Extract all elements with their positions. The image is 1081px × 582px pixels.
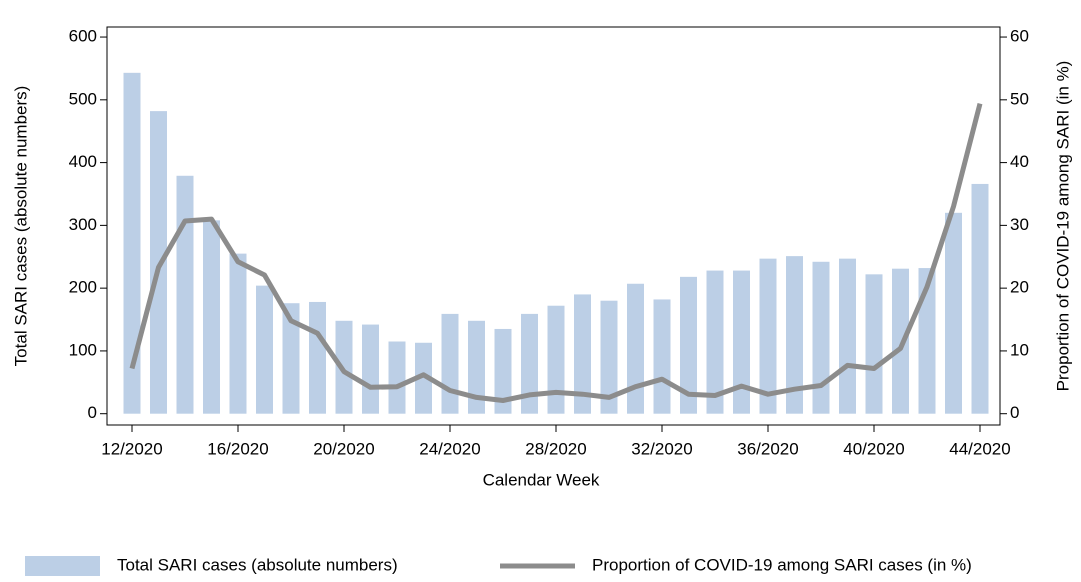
- bar: [494, 328, 512, 414]
- bar: [574, 294, 591, 414]
- x-tick-label: 12/2020: [101, 439, 162, 458]
- bar: [123, 72, 141, 414]
- x-tick-label: 40/2020: [843, 439, 904, 458]
- bar: [176, 175, 194, 414]
- bar: [282, 303, 300, 414]
- y-tick-label: 0: [88, 403, 97, 422]
- x-tick-label: 24/2020: [419, 439, 480, 458]
- bar: [786, 256, 803, 414]
- y2-tick-label: 10: [1010, 340, 1029, 359]
- y-tick-label: 600: [69, 27, 97, 46]
- bar: [812, 261, 830, 414]
- y2-axis-title: Proportion of COVID-19 among SARI (in %): [1053, 61, 1072, 392]
- y-tick-label: 500: [69, 89, 97, 108]
- bar: [256, 285, 273, 414]
- bar: [229, 253, 247, 414]
- bar: [415, 342, 432, 414]
- bar: [733, 270, 750, 414]
- plot-frame: [106, 26, 1001, 426]
- bar: [945, 212, 962, 414]
- x-tick-label: 16/2020: [207, 439, 268, 458]
- y2-tick-label: 40: [1010, 152, 1029, 171]
- x-tick-label: 28/2020: [525, 439, 586, 458]
- y2-tick-label: 30: [1010, 215, 1029, 234]
- bar: [441, 313, 459, 414]
- bar: [547, 305, 565, 414]
- y-tick-label: 300: [69, 215, 97, 234]
- bar: [521, 313, 538, 414]
- bar: [653, 299, 671, 414]
- x-tick-label: 44/2020: [949, 439, 1010, 458]
- bar: [600, 300, 618, 414]
- bar: [680, 276, 697, 414]
- bar: [971, 183, 989, 414]
- y2-tick-label: 60: [1010, 27, 1029, 46]
- bar: [388, 341, 406, 414]
- bar: [706, 270, 724, 414]
- bar: [918, 268, 936, 414]
- x-tick-label: 20/2020: [313, 439, 374, 458]
- legend-label: Proportion of COVID-19 among SARI cases …: [592, 555, 972, 574]
- x-tick-label: 36/2020: [737, 439, 798, 458]
- y2-tick-label: 20: [1010, 278, 1029, 297]
- x-tick-label: 32/2020: [631, 439, 692, 458]
- line: [129, 102, 983, 403]
- legend-label: Total SARI cases (absolute numbers): [117, 555, 398, 574]
- bar: [627, 283, 644, 414]
- bar: [362, 324, 379, 414]
- bar: [892, 268, 909, 414]
- bar: [865, 274, 883, 414]
- bar: [468, 320, 485, 414]
- y-tick-label: 400: [69, 152, 97, 171]
- bar: [203, 220, 220, 414]
- bar: [309, 301, 326, 414]
- y2-tick-label: 50: [1010, 89, 1029, 108]
- bar: [759, 258, 777, 414]
- x-axis-title: Calendar Week: [483, 470, 600, 489]
- y2-tick-label: 0: [1010, 403, 1019, 422]
- y-tick-label: 200: [69, 278, 97, 297]
- bar: [839, 258, 856, 414]
- y-tick-label: 100: [69, 340, 97, 359]
- y-axis-title: Total SARI cases (absolute numbers): [11, 86, 30, 367]
- legend-swatch: [25, 556, 100, 576]
